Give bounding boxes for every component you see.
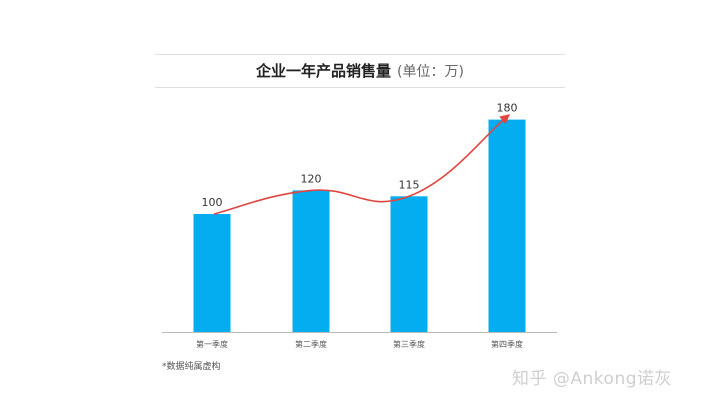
bar-4 [488,119,526,332]
data-label-1: 100 [202,196,223,209]
watermark: 知乎 @Ankong诺灰 [512,369,673,389]
category-label-2: 第二季度 [295,339,327,349]
bar-1 [193,214,231,332]
chart-title: 企业一年产品销售量 [256,62,392,80]
footnote: *数据纯属虚构 [162,362,221,372]
chart-unit: (单位：万) [397,64,464,80]
data-label-2: 120 [301,172,322,185]
bar-2 [292,190,330,332]
bar-3 [390,196,428,332]
category-label-1: 第一季度 [196,339,228,349]
title-rule-top [155,54,565,55]
data-label-4: 180 [497,102,518,115]
data-label-3: 115 [399,178,420,191]
trend-line [213,114,511,215]
category-label-4: 第四季度 [491,339,523,349]
category-label-3: 第三季度 [393,339,425,349]
chart-title-block: 企业一年产品销售量 (单位：万) [155,58,565,84]
title-rule-bottom [155,87,565,88]
